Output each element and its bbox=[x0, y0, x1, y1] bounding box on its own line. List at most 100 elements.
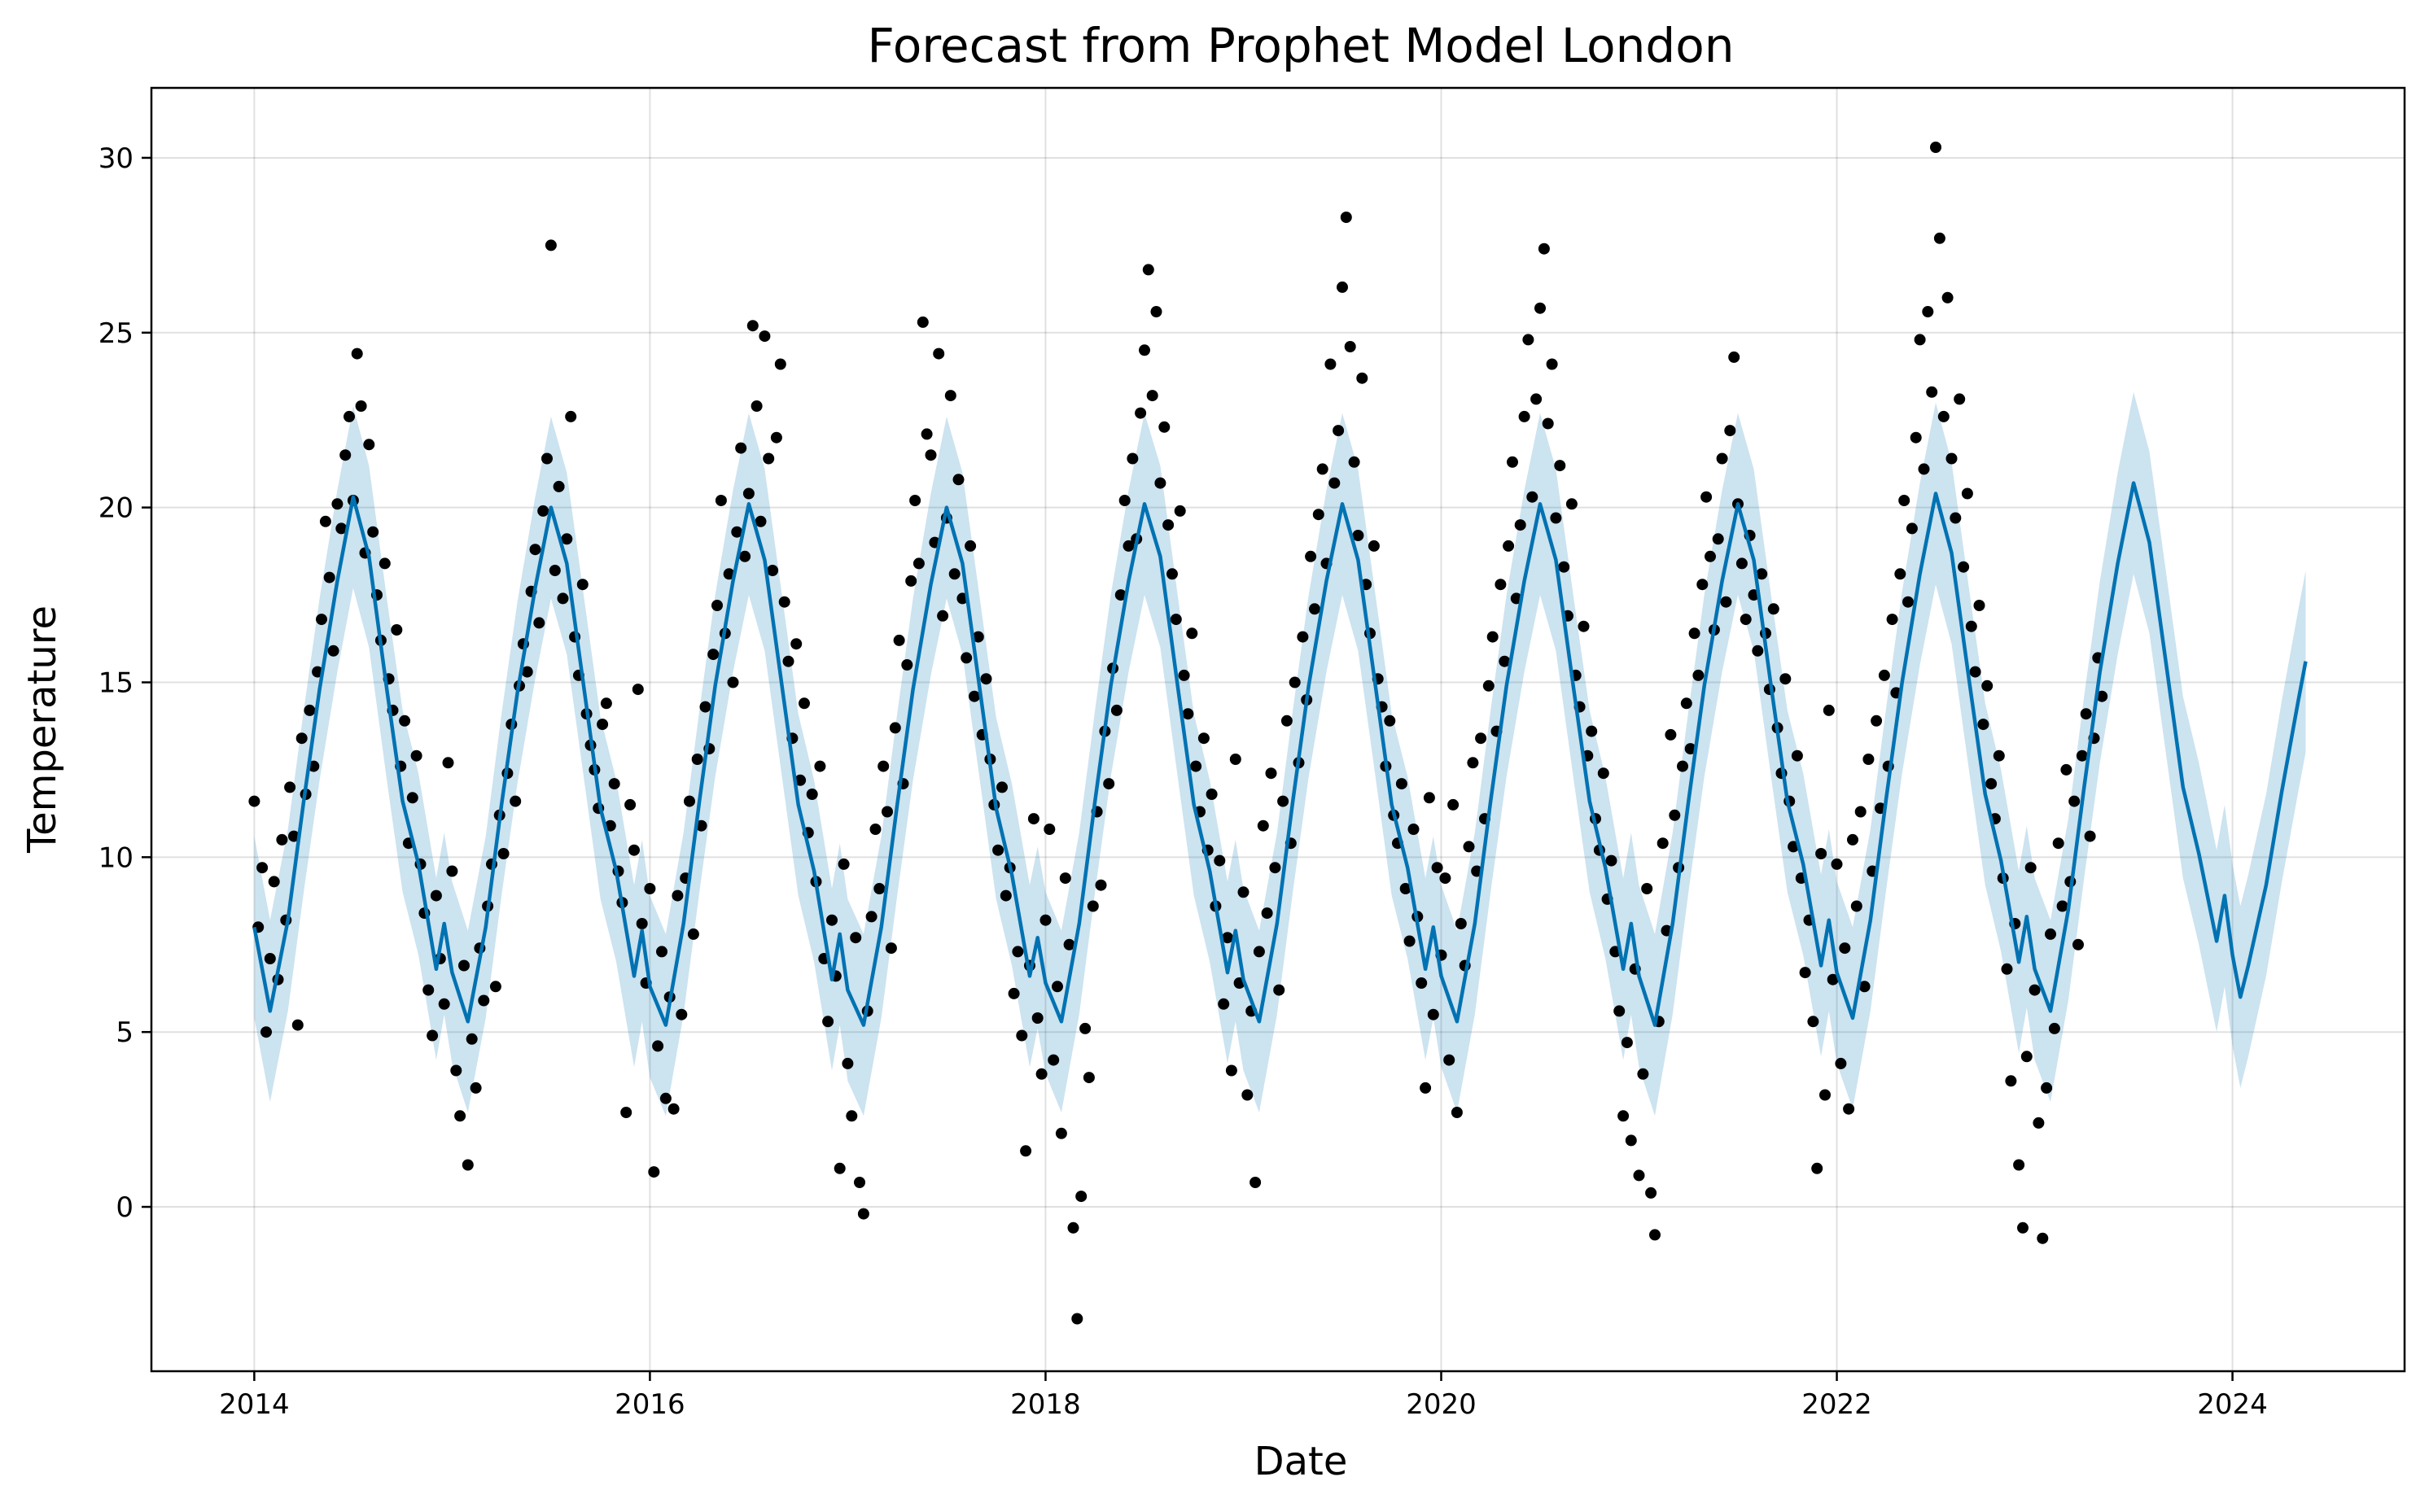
observed-point bbox=[1135, 407, 1147, 419]
observed-point bbox=[1297, 631, 1309, 643]
observed-point bbox=[462, 1159, 474, 1171]
observed-point bbox=[2068, 795, 2081, 807]
observed-point bbox=[1811, 1162, 1823, 1174]
observed-point bbox=[1399, 883, 1411, 894]
observed-point bbox=[1190, 760, 1202, 772]
observed-point bbox=[1503, 540, 1515, 552]
y-axis-label: Temperature bbox=[20, 605, 65, 854]
observed-point bbox=[1139, 344, 1150, 356]
observed-point bbox=[470, 1082, 482, 1094]
observed-point bbox=[1431, 862, 1443, 874]
observed-point bbox=[1305, 550, 1317, 562]
observed-point bbox=[676, 1008, 688, 1020]
observed-point bbox=[2005, 1075, 2017, 1087]
observed-point bbox=[1455, 918, 1467, 929]
observed-point bbox=[1079, 1022, 1092, 1034]
observed-point bbox=[1324, 358, 1337, 370]
observed-point bbox=[1645, 1186, 1657, 1199]
observed-point bbox=[1114, 589, 1127, 601]
observed-point bbox=[1779, 673, 1792, 685]
observed-point bbox=[1280, 714, 1293, 727]
x-tick-label: 2016 bbox=[615, 1388, 685, 1421]
observed-point bbox=[331, 498, 344, 510]
x-tick-label: 2014 bbox=[219, 1388, 290, 1421]
observed-point bbox=[1692, 669, 1705, 681]
observed-point bbox=[1633, 1169, 1645, 1182]
observed-point bbox=[454, 1110, 466, 1122]
observed-point bbox=[1027, 813, 1039, 825]
observed-point bbox=[1182, 708, 1194, 720]
observed-point bbox=[1277, 795, 1289, 807]
observed-point bbox=[636, 918, 648, 929]
observed-point bbox=[410, 749, 422, 762]
observed-point bbox=[1858, 981, 1871, 993]
observed-point bbox=[822, 1016, 834, 1028]
observed-point bbox=[1110, 704, 1123, 716]
observed-point bbox=[1229, 754, 1241, 765]
forecast-line bbox=[252, 481, 2308, 1027]
observed-point bbox=[276, 833, 288, 846]
observed-point bbox=[1475, 732, 1487, 745]
observed-point bbox=[1546, 358, 1558, 370]
observed-point bbox=[1550, 512, 1562, 524]
observed-point bbox=[834, 1162, 846, 1174]
observed-point bbox=[576, 579, 589, 591]
observed-point bbox=[2017, 1221, 2029, 1234]
observed-point bbox=[1197, 732, 1210, 745]
observed-point bbox=[422, 984, 435, 996]
observed-point bbox=[1075, 1191, 1088, 1203]
observed-point bbox=[996, 781, 1008, 793]
observed-point bbox=[1767, 603, 1779, 615]
observed-point bbox=[1340, 212, 1352, 223]
observed-point bbox=[1542, 417, 1554, 430]
observed-point bbox=[948, 568, 961, 580]
observed-point bbox=[1534, 302, 1546, 314]
observed-point bbox=[1333, 425, 1345, 437]
observed-point bbox=[1257, 819, 1269, 832]
chart-title: Forecast from Prophet Model London bbox=[868, 18, 1735, 73]
observed-point bbox=[533, 617, 545, 629]
observed-point bbox=[644, 883, 656, 894]
observed-point bbox=[1578, 620, 1590, 632]
observed-point bbox=[1261, 907, 1273, 920]
observed-point bbox=[767, 565, 779, 576]
observed-point bbox=[1933, 232, 1945, 244]
observed-point bbox=[1225, 1064, 1237, 1077]
x-tick-label: 2018 bbox=[1010, 1388, 1081, 1421]
observed-point bbox=[917, 316, 929, 328]
observed-point bbox=[1558, 561, 1570, 573]
observed-point bbox=[529, 544, 541, 556]
observed-point bbox=[1847, 833, 1858, 846]
observed-point bbox=[921, 428, 933, 440]
observed-point bbox=[1835, 1057, 1847, 1069]
observed-point bbox=[1969, 666, 1981, 678]
observed-point bbox=[1791, 749, 1803, 762]
observed-point bbox=[1894, 568, 1906, 580]
observed-point bbox=[363, 439, 375, 451]
observed-point bbox=[878, 760, 890, 772]
observed-point bbox=[446, 865, 458, 877]
observed-point bbox=[1910, 431, 1922, 444]
observed-point bbox=[438, 998, 450, 1010]
observed-point bbox=[1250, 1177, 1262, 1188]
observed-point bbox=[1451, 1107, 1463, 1118]
observed-point bbox=[1356, 372, 1368, 384]
observed-point bbox=[1087, 900, 1099, 912]
observed-point bbox=[1854, 806, 1867, 818]
observed-point bbox=[838, 858, 850, 870]
observed-point bbox=[850, 932, 862, 944]
observed-point bbox=[1273, 984, 1285, 996]
y-tick-label: 20 bbox=[98, 492, 133, 525]
observed-point bbox=[510, 795, 522, 807]
observed-point bbox=[1930, 142, 1941, 153]
observed-point bbox=[521, 666, 533, 678]
observed-point bbox=[869, 824, 882, 835]
observed-point bbox=[1423, 792, 1435, 804]
observed-point bbox=[1724, 425, 1736, 437]
observed-point bbox=[466, 1033, 478, 1045]
observed-point bbox=[893, 634, 905, 646]
observed-point bbox=[1059, 872, 1071, 885]
observed-point bbox=[489, 981, 501, 993]
observed-point bbox=[652, 1040, 664, 1052]
observed-point bbox=[1954, 393, 1966, 405]
